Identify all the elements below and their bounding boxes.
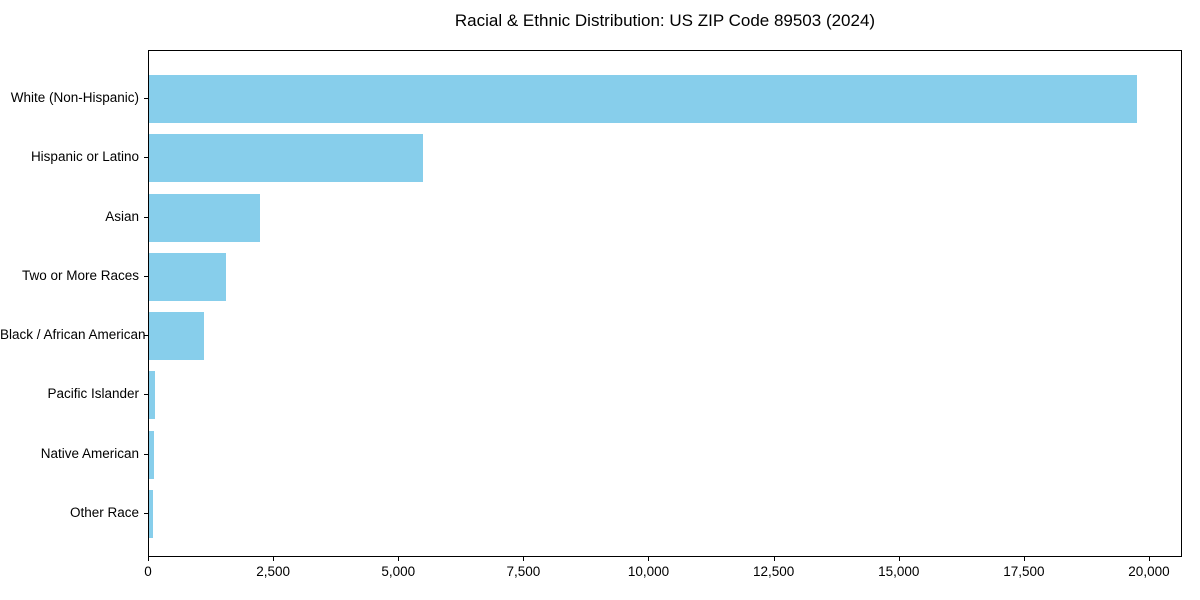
bar-black-african-american xyxy=(149,312,204,361)
x-tick-label: 15,000 xyxy=(878,564,920,579)
x-tick-label: 0 xyxy=(144,564,152,579)
bar-pacific-islander xyxy=(149,371,155,420)
x-tick-mark xyxy=(273,557,275,561)
y-tick-label-native-american: Native American xyxy=(40,445,139,461)
x-tick-mark xyxy=(1023,557,1025,561)
y-tick-label-other-race: Other Race xyxy=(69,505,139,520)
y-tick-mark xyxy=(144,394,148,396)
x-tick-label: 2,500 xyxy=(256,564,290,579)
x-tick-label: 10,000 xyxy=(627,564,670,579)
bar-hispanic-or-latino xyxy=(149,134,423,183)
y-tick-label-hispanic-or-latino: Hispanic or Latino xyxy=(30,149,139,165)
y-tick-mark xyxy=(144,335,148,337)
y-tick-label-white-non-hispanic: White (Non-Hispanic) xyxy=(10,90,139,105)
y-tick-mark xyxy=(144,157,148,159)
y-tick-label-two-or-more-races: Two or More Races xyxy=(21,267,139,283)
bar-two-or-more-races xyxy=(149,252,227,301)
y-tick-mark xyxy=(144,453,148,455)
y-tick-label-pacific-islander: Pacific Islander xyxy=(47,386,139,402)
x-tick-mark xyxy=(523,557,525,561)
x-tick-mark xyxy=(1148,557,1150,561)
bar-native-american xyxy=(149,430,154,479)
y-tick-label-black-african-american: Black / African American xyxy=(0,327,146,343)
x-tick-label: 12,500 xyxy=(752,564,795,579)
y-tick-label-asian: Asian xyxy=(105,208,139,224)
y-tick-mark xyxy=(144,275,148,277)
x-tick-mark xyxy=(648,557,650,561)
x-tick-label: 17,500 xyxy=(1003,564,1045,579)
plot-area xyxy=(148,50,1182,557)
x-tick-label: 20,000 xyxy=(1128,564,1170,579)
chart-title: Racial & Ethnic Distribution: US ZIP Cod… xyxy=(454,11,876,30)
x-tick-mark xyxy=(398,557,400,561)
y-tick-mark xyxy=(144,513,148,514)
x-tick-label: 5,000 xyxy=(381,564,416,579)
x-tick-mark xyxy=(898,557,900,561)
y-tick-mark xyxy=(144,216,148,218)
y-tick-mark xyxy=(144,98,148,99)
x-tick-mark xyxy=(148,557,149,561)
bar-white-non-hispanic xyxy=(149,75,1138,123)
x-tick-label: 7,500 xyxy=(506,564,541,579)
bar-asian xyxy=(149,193,261,242)
bar-other-race xyxy=(149,490,153,538)
x-tick-mark xyxy=(773,557,775,561)
